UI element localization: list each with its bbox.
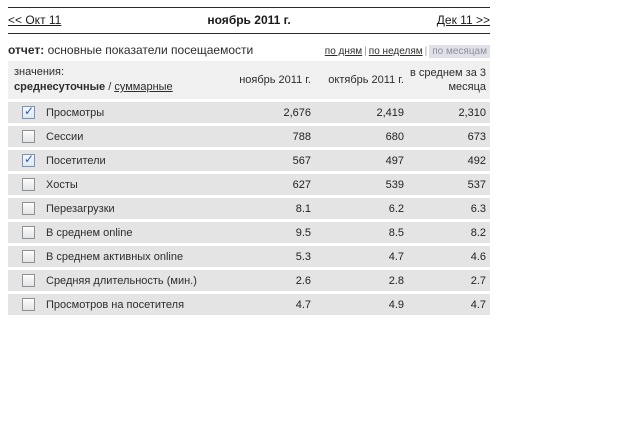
row-value-october: 6.2: [388, 202, 404, 215]
row-value-october: 539: [385, 178, 404, 191]
stats-widget: << Окт 11 ноябрь 2011 г. Дек 11 >> отчет…: [8, 7, 490, 315]
tab-by-days[interactable]: по дням: [324, 46, 363, 57]
row-label: Просмотров на посетителя: [46, 298, 185, 311]
table-row: ✓ Сессии 788 680 673: [8, 126, 490, 147]
mode-totals-link[interactable]: суммарные: [114, 81, 173, 93]
report-label: отчет:: [8, 43, 45, 57]
row-label: Хосты: [46, 178, 78, 191]
prev-month-link[interactable]: << Окт 11: [8, 13, 62, 27]
row-value-october: 4.9: [388, 298, 404, 311]
row-checkbox[interactable]: ✓: [22, 250, 35, 263]
row-value-average: 537: [467, 178, 486, 191]
row-value-average: 4.7: [470, 298, 486, 311]
report-title: отчет: основные показатели посещаемости: [8, 43, 253, 57]
tab-by-weeks[interactable]: по неделям: [368, 46, 423, 57]
row-value-average: 8.2: [470, 226, 486, 239]
row-value-october: 2.8: [388, 274, 404, 287]
row-value-november: 8.1: [295, 202, 311, 215]
column-header-october: октябрь 2011 г.: [328, 74, 404, 86]
row-value-november: 9.5: [295, 226, 311, 239]
column-header-november: ноябрь 2011 г.: [239, 74, 311, 86]
row-label: В среднем активных online: [46, 250, 184, 263]
values-mode-cell: значения: среднесуточные / суммарные: [8, 65, 222, 95]
row-value-average: 2.7: [470, 274, 486, 287]
table-row: ✓ Просмотров на посетителя 4.7 4.9 4.7: [8, 294, 490, 315]
table-row: ✓ В среднем активных online 5.3 4.7 4.6: [8, 246, 490, 267]
table-header-row: значения: среднесуточные / суммарные ноя…: [8, 61, 490, 99]
mode-daily-average: среднесуточные: [14, 81, 106, 93]
check-icon: ✓: [24, 152, 35, 166]
row-checkbox[interactable]: ✓: [22, 274, 35, 287]
month-navbar: << Окт 11 ноябрь 2011 г. Дек 11 >>: [8, 7, 490, 34]
table-row: ✓ Перезагрузки 8.1 6.2 6.3: [8, 198, 490, 219]
row-checkbox[interactable]: ✓: [22, 178, 35, 191]
row-label: Средняя длительность (мин.): [46, 274, 197, 287]
table-row: ✓ В среднем online 9.5 8.5 8.2: [8, 222, 490, 243]
table-row: ✓ Хосты 627 539 537: [8, 174, 490, 195]
row-value-average: 492: [467, 154, 486, 167]
row-value-average: 2,310: [458, 106, 486, 119]
row-checkbox[interactable]: ✓: [22, 298, 35, 311]
row-label: Просмотры: [46, 106, 105, 119]
row-checkbox[interactable]: ✓: [22, 130, 35, 143]
row-value-october: 497: [385, 154, 404, 167]
tab-by-months[interactable]: по месяцам: [429, 45, 490, 58]
row-value-november: 627: [292, 178, 311, 191]
report-name: основные показатели посещаемости: [47, 43, 254, 57]
next-month-link[interactable]: Дек 11 >>: [436, 13, 490, 27]
row-label: Перезагрузки: [46, 202, 115, 215]
report-line: отчет: основные показатели посещаемости …: [8, 43, 490, 58]
row-value-november: 2.6: [295, 274, 311, 287]
period-tabs: по дням | по неделям | по месяцам: [324, 45, 490, 58]
current-month-title: ноябрь 2011 г.: [207, 13, 291, 27]
table-row: ✓ Средняя длительность (мин.) 2.6 2.8 2.…: [8, 270, 490, 291]
row-checkbox[interactable]: ✓: [22, 104, 35, 119]
tab-separator: |: [424, 46, 428, 57]
row-value-october: 4.7: [388, 250, 404, 263]
mode-separator: /: [108, 81, 112, 93]
row-checkbox[interactable]: ✓: [22, 226, 35, 239]
row-value-november: 567: [292, 154, 311, 167]
row-checkbox[interactable]: ✓: [22, 152, 35, 167]
values-label: значения:: [14, 66, 65, 78]
table-row: ✓ Просмотры 2,676 2,419 2,310: [8, 102, 490, 123]
row-value-average: 673: [467, 130, 486, 143]
tab-separator: |: [364, 46, 367, 57]
row-label: Сессии: [46, 130, 84, 143]
table-row: ✓ Посетители 567 497 492: [8, 150, 490, 171]
row-value-average: 4.6: [470, 250, 486, 263]
row-label: В среднем online: [46, 226, 133, 239]
stats-table: значения: среднесуточные / суммарные ноя…: [8, 61, 490, 315]
row-value-november: 5.3: [295, 250, 311, 263]
column-header-average: в среднем за 3 месяца: [410, 67, 486, 93]
row-value-november: 4.7: [295, 298, 311, 311]
row-value-november: 2,676: [283, 106, 311, 119]
row-value-average: 6.3: [470, 202, 486, 215]
row-label: Посетители: [46, 154, 106, 167]
row-value-october: 8.5: [388, 226, 404, 239]
check-icon: ✓: [24, 104, 35, 118]
row-value-october: 2,419: [376, 106, 404, 119]
row-checkbox[interactable]: ✓: [22, 202, 35, 215]
row-value-october: 680: [385, 130, 404, 143]
row-value-november: 788: [292, 130, 311, 143]
